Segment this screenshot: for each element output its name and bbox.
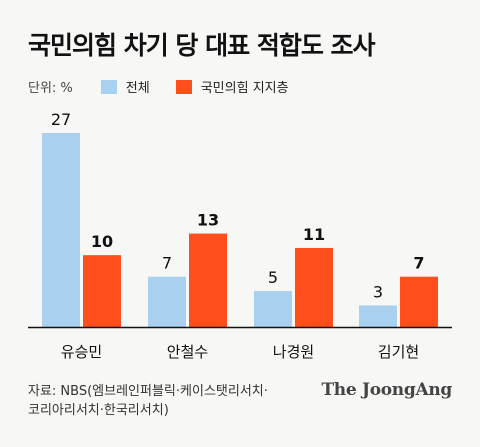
data-label-all-1: 7 xyxy=(162,254,172,273)
legend-item-party: 국민의힘 지지층 xyxy=(175,77,289,96)
data-label-party-2: 11 xyxy=(303,225,325,244)
category-label-0: 유승민 xyxy=(61,343,102,361)
source-note: 자료: NBS(엠브레인퍼블릭·케이스탯리서치· 코리아리서치·한국리서치) xyxy=(28,382,328,420)
bar-chart: 27 10 유승민 7 13 안철수 5 11 나경원 3 7 김기현 xyxy=(28,110,452,361)
legend-swatch-party xyxy=(175,79,192,94)
bar-all-1 xyxy=(148,276,186,327)
bar-party-2 xyxy=(295,247,333,327)
bar-all-0 xyxy=(42,133,80,327)
legend-item-all: 전체 xyxy=(100,77,150,96)
legend: 단위: % 전체 국민의힘 지지층 xyxy=(28,77,315,96)
data-label-all-2: 5 xyxy=(268,268,278,287)
data-label-all-3: 3 xyxy=(373,282,383,301)
source-line-2: 코리아리서치·한국리서치) xyxy=(28,403,169,418)
bar-all-2 xyxy=(254,291,292,327)
category-label-1: 안철수 xyxy=(167,343,208,361)
category-label-3: 김기현 xyxy=(378,343,419,361)
data-label-party-3: 7 xyxy=(413,254,424,273)
data-label-party-1: 13 xyxy=(197,211,219,230)
data-label-party-0: 10 xyxy=(91,232,113,251)
source-line-1: 자료: NBS(엠브레인퍼블릭·케이스탯리서치· xyxy=(28,384,268,399)
legend-label-party: 국민의힘 지지층 xyxy=(200,81,289,96)
legend-swatch-all xyxy=(100,79,117,94)
bar-party-3 xyxy=(400,276,438,327)
bar-party-0 xyxy=(83,255,121,327)
legend-label-all: 전체 xyxy=(125,81,150,96)
unit-label: 단위: % xyxy=(28,81,73,96)
bar-all-3 xyxy=(359,305,397,327)
bar-party-1 xyxy=(189,233,227,327)
category-label-2: 나경원 xyxy=(273,343,314,361)
chart-title: 국민의힘 차기 당 대표 적합도 조사 xyxy=(28,31,376,60)
brand-logo: The JoongAng xyxy=(321,380,452,400)
data-label-all-0: 27 xyxy=(51,110,71,129)
